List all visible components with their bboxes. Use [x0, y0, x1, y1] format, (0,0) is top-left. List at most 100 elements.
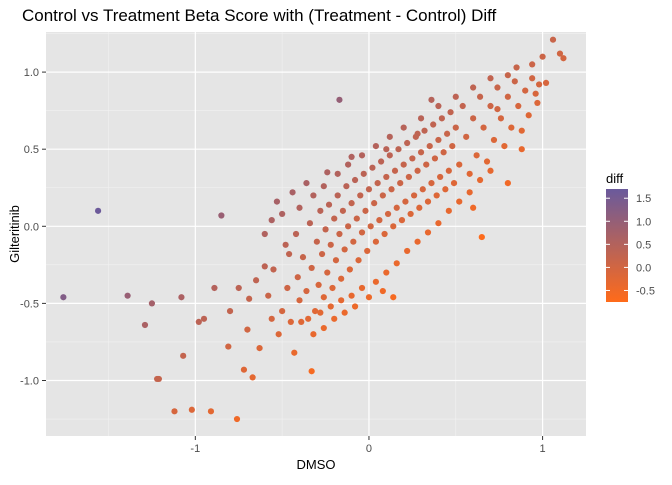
scatter-point: [470, 84, 477, 91]
scatter-point: [292, 230, 300, 238]
scatter-point: [324, 269, 331, 276]
scatter-point: [218, 212, 225, 219]
scatter-point: [348, 292, 355, 299]
scatter-point: [358, 229, 366, 236]
scatter-point: [513, 64, 520, 71]
scatter-point: [308, 264, 315, 272]
scatter-point: [306, 220, 314, 227]
scatter-point: [362, 207, 369, 214]
scatter-point: [487, 167, 494, 174]
scatter-point: [393, 204, 400, 211]
scatter-point: [279, 307, 286, 315]
scatter-point: [386, 152, 393, 159]
scatter-point: [430, 121, 437, 128]
scatter-point: [332, 257, 340, 264]
scatter-point: [94, 207, 102, 214]
legend-title: diff: [606, 171, 623, 186]
scatter-point: [515, 102, 522, 110]
scatter-point: [331, 315, 338, 322]
scatter-point: [452, 93, 459, 100]
scatter-point: [353, 215, 360, 222]
scatter-point: [379, 287, 386, 295]
scatter-point: [358, 152, 366, 159]
scatter-point: [522, 87, 529, 94]
y-tick-label: -1.0: [20, 375, 39, 387]
data-points: [60, 36, 567, 423]
scatter-point: [207, 408, 215, 415]
scatter-point: [435, 136, 442, 144]
scatter-point: [313, 238, 320, 245]
scatter-point: [336, 96, 343, 103]
scatter-point: [365, 186, 373, 193]
scatter-point: [246, 295, 253, 302]
scatter-point: [426, 143, 433, 150]
scatter-point: [463, 133, 470, 140]
scatter-point: [285, 250, 293, 258]
scatter-point: [435, 220, 442, 227]
scatter-point: [310, 331, 317, 338]
scatter-point: [320, 183, 327, 190]
scatter-point: [296, 297, 303, 304]
scatter-point: [383, 269, 390, 276]
scatter-point: [252, 277, 260, 284]
scatter-point: [341, 246, 348, 253]
scatter-point: [497, 115, 505, 122]
scatter-point: [345, 161, 352, 168]
scatter-point: [501, 143, 508, 150]
scatter-point: [279, 210, 286, 218]
scatter-point: [233, 415, 241, 423]
scatter-point: [511, 78, 518, 85]
scatter-point: [508, 124, 515, 131]
scatter-point: [322, 226, 329, 233]
scatter-point: [539, 53, 546, 60]
scatter-point: [308, 368, 315, 375]
legend-colorbar: [606, 189, 628, 302]
scatter-point: [299, 254, 307, 261]
scatter-point: [529, 75, 536, 82]
scatter-point: [282, 241, 289, 248]
scatter-point: [480, 124, 487, 131]
scatter-point: [287, 318, 294, 325]
scatter-point: [124, 292, 131, 299]
scatter-point: [560, 55, 567, 62]
scatter-point: [343, 183, 350, 190]
scatter-point: [466, 170, 473, 177]
scatter-point: [294, 274, 301, 281]
scatter-point: [407, 210, 414, 218]
scatter-point: [273, 198, 281, 205]
scatter-point: [402, 198, 409, 205]
scatter-point: [459, 102, 466, 110]
y-tick-label: -0.5: [20, 298, 39, 310]
scatter-point: [211, 284, 218, 292]
scatter-point: [148, 300, 156, 307]
scatter-point: [542, 79, 550, 86]
scatter-point: [372, 238, 380, 245]
scatter-point: [386, 133, 393, 140]
scatter-point: [317, 207, 324, 214]
scatter-point: [487, 102, 494, 110]
scatter-point: [303, 180, 310, 187]
scatter-point: [372, 143, 380, 150]
scatter-point: [350, 238, 357, 245]
scatter-point: [327, 303, 334, 310]
scatter-point: [390, 223, 397, 230]
scatter-point: [504, 180, 511, 187]
scatter-point: [393, 260, 400, 267]
scatter-point: [324, 169, 331, 176]
scatter-point: [404, 247, 411, 255]
scatter-point: [275, 331, 282, 338]
scatter-point: [346, 266, 353, 273]
legend-tick-label: 0.0: [636, 262, 651, 274]
scatter-point: [431, 155, 439, 162]
scatter-point: [348, 153, 355, 161]
scatter-point: [417, 149, 425, 156]
legend-tick-label: 1.0: [636, 216, 651, 228]
scatter-point: [445, 167, 452, 174]
scatter-point: [249, 374, 256, 381]
scatter-point: [329, 284, 336, 292]
legend: diff 1.5 1.0 0.5 0.0 -0.5: [606, 171, 655, 302]
scatter-point: [303, 287, 310, 295]
y-tick-label: 1.0: [24, 67, 39, 79]
scatter-point: [424, 198, 432, 205]
scatter-point: [270, 266, 277, 273]
